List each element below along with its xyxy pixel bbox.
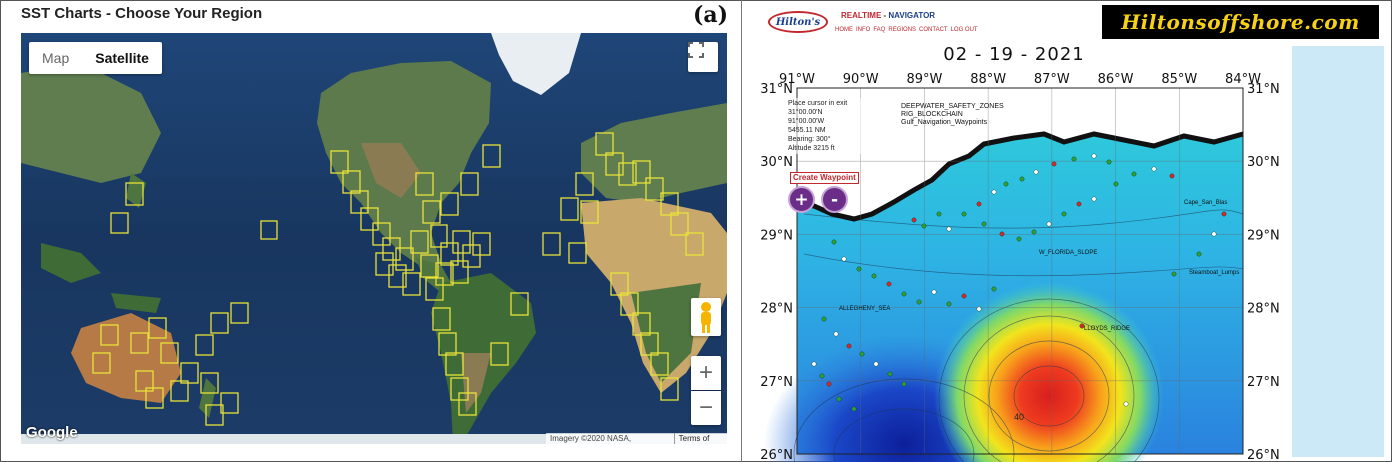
legend-item-rig[interactable]: RIG_BLOCKCHAIN	[901, 111, 963, 118]
zoom-in-button[interactable]: +	[691, 356, 721, 390]
y-tick-label-right: 29°N	[1247, 228, 1280, 243]
panel-label: (a)	[693, 2, 729, 28]
app-title-realtime: REALTIME	[841, 11, 882, 20]
y-tick-label-right: 30°N	[1247, 155, 1280, 170]
y-tick-label-right: 31°N	[1247, 82, 1280, 97]
y-tick-label-right: 26°N	[1247, 448, 1280, 462]
y-tick-label-right: 27°N	[1247, 375, 1280, 390]
y-tick-label-left: 31°N	[760, 82, 793, 97]
label-contour-40: 40	[1014, 412, 1024, 422]
x-tick-label: 84°W	[1225, 72, 1261, 87]
label-cape-san-blas: Cape_San_Blas	[1184, 200, 1227, 206]
label-steamboat: Steamboat_Lumps	[1189, 270, 1239, 276]
y-tick-label-left: 30°N	[760, 155, 793, 170]
sst-map: 91°W 90°W 89°W 88°W 87°W 86°W 85°W 84°W 31°N 30°…	[760, 72, 1280, 462]
nav-menu: HOME INFO FAQ REGIONS CONTACT LOG OUT	[835, 27, 978, 33]
world-map[interactable]: Map Satellite + − Google Imagery ©2020 N…	[21, 33, 727, 444]
info-line-6: Altitude 3215 ft	[788, 145, 835, 152]
pegman-icon	[701, 302, 711, 333]
nav-info[interactable]: INFO	[856, 27, 871, 33]
info-line-1: Place cursor in exit	[788, 100, 848, 107]
label-florida-slope: W_FLORIDA_SLOPE	[1039, 250, 1097, 256]
app-title: REALTIME - NAVIGATOR	[841, 11, 935, 20]
brand-banner[interactable]: Hiltonsoffshore.com	[1102, 5, 1379, 39]
x-tick-label: 85°W	[1161, 72, 1197, 87]
create-waypoint-button[interactable]: Create Waypoint	[790, 172, 859, 184]
x-tick-label: 88°W	[970, 72, 1006, 87]
region-boxes	[92, 132, 704, 426]
nav-faq[interactable]: FAQ	[873, 27, 886, 33]
chart-date: 02 - 19 - 2021	[943, 44, 1085, 65]
app-title-navigator: NAVIGATOR	[888, 11, 936, 20]
info-line-4: 5455.11 NM	[788, 127, 826, 134]
x-tick-label: 91°W	[779, 72, 815, 87]
label-lloyds-ridge: LLOYDS_RIDGE	[1084, 326, 1130, 332]
hiltons-logo[interactable]: Hilton's	[768, 11, 828, 33]
x-tick-label: 86°W	[1098, 72, 1134, 87]
side-panel	[1292, 46, 1384, 457]
zoom-out-button[interactable]: −	[691, 391, 721, 425]
x-tick-label: 89°W	[906, 72, 942, 87]
page-title: SST Charts - Choose Your Region	[21, 5, 263, 22]
fullscreen-button[interactable]	[688, 42, 718, 72]
y-tick-label-left: 26°N	[760, 448, 793, 462]
nav-regions[interactable]: REGIONS	[888, 27, 917, 33]
nav-home[interactable]: HOME	[835, 27, 853, 33]
cursor-info-box: Place cursor in exit 31°00.00'N 91°00.00…	[786, 98, 886, 154]
legend-item-deepwater[interactable]: DEEPWATER_SAFETY_ZONES	[901, 103, 1004, 110]
terms-of-use-link[interactable]: Terms of Use	[673, 433, 727, 444]
nav-contact[interactable]: CONTACT	[919, 27, 948, 33]
info-line-5: Bearing: 300°	[788, 136, 831, 143]
sst-chart[interactable]: 91°W 90°W 89°W 88°W 87°W 86°W 85°W 84°W 31°N 30°…	[744, 64, 1292, 462]
y-tick-label-left: 27°N	[760, 375, 793, 390]
map-attribution: Imagery ©2020 NASA, TerraMetrics Terms o…	[546, 433, 727, 444]
map-zoom-in-button[interactable]: +	[788, 186, 815, 213]
satellite-imagery	[21, 33, 727, 444]
panel-divider	[741, 0, 742, 462]
y-tick-label-right: 28°N	[1247, 302, 1280, 317]
map-type-control[interactable]: Map Satellite	[29, 42, 162, 74]
nav-logout[interactable]: LOG OUT	[950, 27, 978, 33]
info-line-3: 91°00.00'W	[788, 118, 825, 125]
map-type-satellite-button[interactable]: Satellite	[95, 50, 149, 66]
fullscreen-icon	[688, 42, 704, 58]
y-tick-label-left: 28°N	[760, 302, 793, 317]
x-tick-label: 87°W	[1034, 72, 1070, 87]
x-tick-label: 90°W	[843, 72, 879, 87]
y-tick-label-left: 29°N	[760, 228, 793, 243]
map-type-map-button[interactable]: Map	[42, 50, 70, 66]
street-view-pegman[interactable]	[691, 298, 721, 336]
label-allegheny-sea: ALLEGHENY_SEA	[839, 306, 890, 312]
legend-item-waypoints[interactable]: Gulf_Navigation_Waypoints	[901, 119, 988, 126]
info-line-2: 31°00.00'N	[788, 109, 823, 116]
imagery-credit: Imagery ©2020 NASA, TerraMetrics	[550, 434, 632, 443]
app-title-dash: -	[881, 11, 889, 20]
layer-legend: DEEPWATER_SAFETY_ZONES RIG_BLOCKCHAIN Gu…	[901, 103, 1004, 127]
google-logo: Google	[26, 424, 78, 441]
map-zoom-out-button[interactable]: -	[821, 186, 848, 213]
